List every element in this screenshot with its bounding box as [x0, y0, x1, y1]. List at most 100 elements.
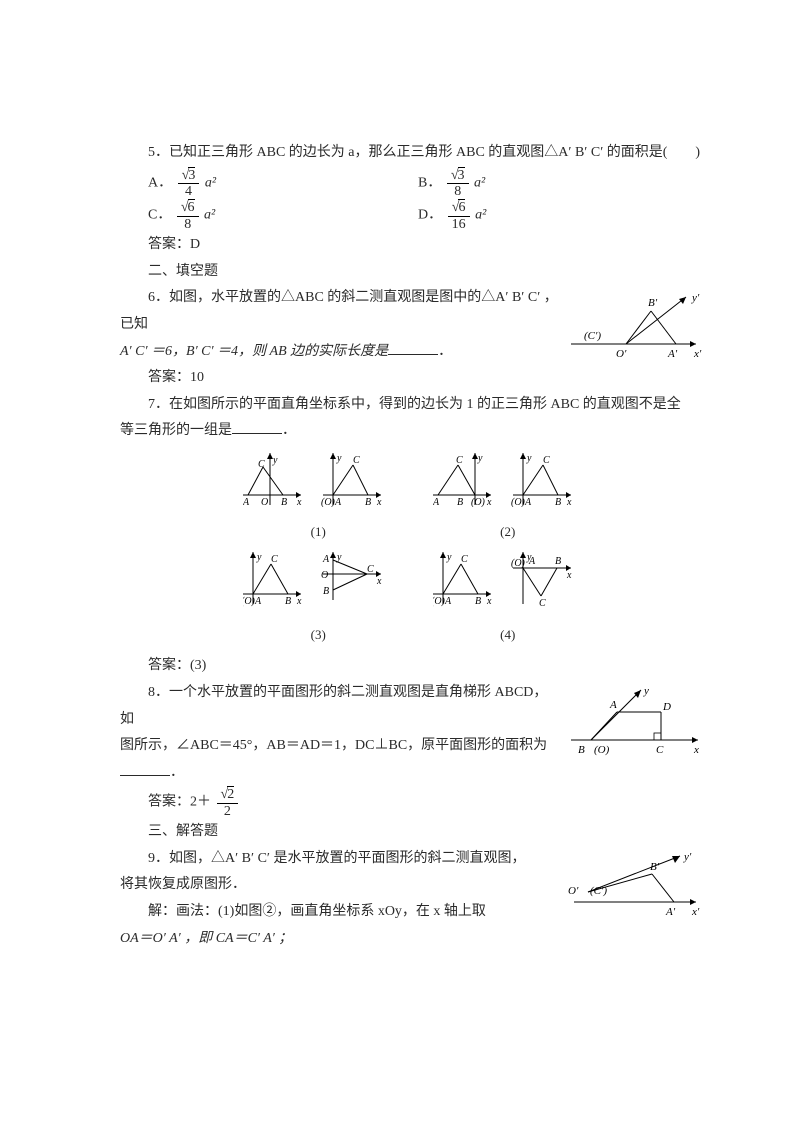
q6-blank — [388, 342, 438, 355]
svg-text:y: y — [256, 552, 262, 563]
q8-diagram: y A D B (O) C x — [566, 684, 706, 762]
q5-options-row2: C． 68 a² D． 616 a² — [148, 199, 706, 232]
q7-cap3: (3) — [243, 623, 393, 648]
svg-text:(C′): (C′) — [584, 330, 601, 342]
svg-text:O: O — [261, 497, 268, 507]
q8-den: 2 — [217, 804, 239, 819]
q6-text-b-span: A′ C′ ＝6，B′ C′ ＝4，则 AB 边的实际长度是 — [120, 344, 388, 359]
svg-text:x: x — [566, 570, 572, 581]
optA-den: 4 — [178, 184, 200, 199]
q6-figure: y′ B′ (C′) O′ A′ x′ — [566, 289, 706, 378]
q7-pair2: Cy AB(O)x Cy (O)ABx (2) — [433, 451, 583, 544]
optC-frac: 68 — [177, 199, 199, 232]
q7-text-a: 7．在如图所示的平面直角坐标系中，得到的边长为 1 的正三角形 ABC 的直观图… — [120, 392, 706, 419]
optD-label: D． — [418, 208, 442, 223]
q7-fig2: Cy AB(O)x Cy (O)ABx — [433, 451, 583, 507]
svg-text:x: x — [376, 497, 382, 507]
svg-text:C: C — [656, 744, 664, 756]
svg-text:(O): (O) — [433, 596, 446, 607]
svg-text:B: B — [555, 497, 561, 507]
optA-sqrt: 3 — [188, 167, 195, 183]
svg-text:x: x — [486, 497, 492, 507]
svg-text:x: x — [296, 497, 302, 507]
q7-pair4: Cy (O)ABx y (O)AB Cx (4) — [433, 550, 583, 647]
svg-text:A: A — [444, 596, 452, 607]
optA-a2: a² — [205, 175, 216, 190]
optD-sqrt: 6 — [458, 199, 465, 215]
svg-text:C: C — [353, 455, 360, 466]
svg-text:y′: y′ — [683, 851, 692, 863]
q9-figure: y′ B′ O′ (C′) A′ x′ — [566, 850, 706, 937]
svg-text:x: x — [376, 576, 382, 587]
svg-text:B′: B′ — [650, 861, 660, 873]
svg-text:x: x — [486, 596, 492, 607]
svg-text:y′: y′ — [691, 292, 700, 304]
question-7: 7．在如图所示的平面直角坐标系中，得到的边长为 1 的正三角形 ABC 的直观图… — [120, 392, 706, 680]
svg-text:(O): (O) — [511, 558, 526, 569]
optC-den: 8 — [177, 217, 199, 232]
q5-answer: 答案：D — [148, 232, 706, 259]
q7-fig3: Cy (O)ABx Ay OC Bx — [243, 550, 393, 610]
q5-text: 5．已知正三角形 ABC 的边长为 a，那么正三角形 ABC 的直观图△A′ B… — [120, 140, 706, 167]
q8-blank — [120, 763, 170, 776]
question-6: y′ B′ (C′) O′ A′ x′ 6．如图，水平放置的△ABC 的斜二测直… — [120, 285, 706, 391]
q7-figrow2: Cy (O)ABx Ay OC Bx (3) Cy (O)ABx — [120, 550, 706, 647]
optC-a2: a² — [204, 208, 215, 223]
q7-text-b: 等三角形的一组是． — [120, 418, 706, 445]
q7-cap2: (2) — [433, 520, 583, 545]
svg-text:D: D — [662, 701, 671, 713]
svg-text:x′: x′ — [693, 348, 702, 360]
optC-sqrt: 6 — [188, 199, 195, 215]
svg-text:B: B — [475, 596, 481, 607]
q7-text-b-span: 等三角形的一组是 — [120, 423, 232, 438]
svg-text:(O): (O) — [243, 596, 256, 607]
q8-frac: 22 — [217, 786, 239, 819]
q7-cap4: (4) — [433, 623, 583, 648]
svg-text:(C′): (C′) — [590, 885, 607, 897]
q8-answer: 答案：2＋ 22 — [148, 786, 706, 819]
svg-text:(O): (O) — [321, 497, 336, 507]
svg-text:x′: x′ — [691, 906, 700, 918]
svg-text:y: y — [336, 453, 342, 464]
svg-text:y: y — [526, 453, 532, 464]
q8-answer-label: 答案：2＋ — [148, 795, 211, 810]
q8-sqrt-num: 2 — [227, 786, 234, 802]
question-9: y′ B′ O′ (C′) A′ x′ 9．如图，△A′ B′ C′ 是水平放置… — [120, 846, 706, 952]
svg-text:O: O — [321, 570, 328, 581]
q5-optA: A． 34 a² — [148, 167, 358, 200]
svg-text:A: A — [433, 497, 440, 507]
q5-options-row1: A． 34 a² B． 38 a² — [148, 167, 706, 200]
optD-frac: 616 — [448, 199, 470, 232]
svg-text:(O): (O) — [511, 497, 526, 507]
q5-optC: C． 68 a² — [148, 199, 358, 232]
svg-text:y: y — [643, 685, 649, 697]
svg-text:B: B — [281, 497, 287, 507]
q7-fig1: Cy AOBx Cy (O)ABx — [243, 451, 393, 507]
q7-fig4: Cy (O)ABx y (O)AB Cx — [433, 550, 583, 610]
svg-text:B: B — [285, 596, 291, 607]
svg-text:A: A — [334, 497, 342, 507]
optB-frac: 38 — [447, 167, 469, 200]
svg-text:B: B — [323, 586, 329, 597]
svg-text:C: C — [543, 455, 550, 466]
svg-text:A: A — [243, 497, 250, 507]
svg-text:x: x — [693, 744, 699, 756]
svg-text:O′: O′ — [616, 348, 627, 360]
question-8: y A D B (O) C x 8．一个水平放置的平面图形的斜二测直观图是直角梯… — [120, 680, 706, 819]
optA-frac: 34 — [178, 167, 200, 200]
q9-sol-b-span: OA＝O′ A′ ，即 CA＝C′ A′ ； — [120, 931, 292, 946]
q5-optD: D． 616 a² — [418, 199, 628, 232]
q7-blank — [232, 422, 282, 435]
svg-text:B: B — [555, 556, 561, 567]
optA-label: A． — [148, 175, 172, 190]
q5-optB: B． 38 a² — [418, 167, 628, 200]
svg-text:B: B — [578, 744, 585, 756]
svg-text:B: B — [457, 497, 463, 507]
svg-text:O′: O′ — [568, 885, 579, 897]
optB-a2: a² — [474, 175, 485, 190]
svg-text:(O): (O) — [471, 497, 486, 507]
svg-text:C: C — [456, 455, 463, 466]
svg-text:y: y — [477, 453, 483, 464]
q7-answer: 答案：(3) — [148, 653, 706, 680]
q9-diagram: y′ B′ O′ (C′) A′ x′ — [566, 850, 706, 926]
